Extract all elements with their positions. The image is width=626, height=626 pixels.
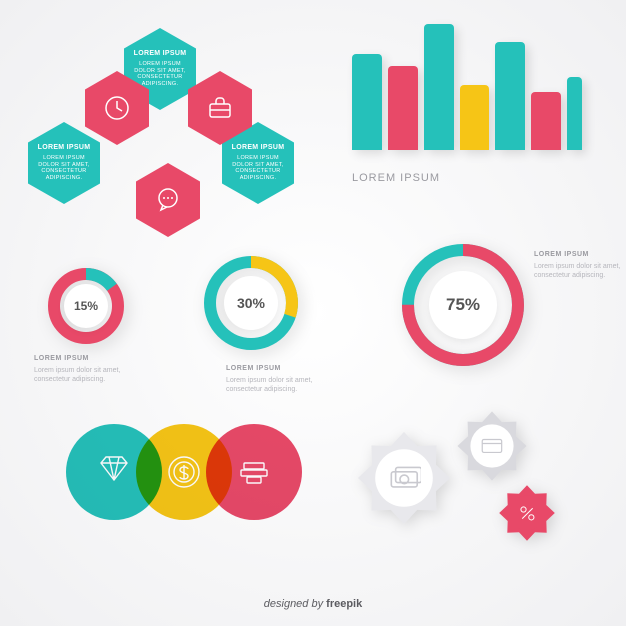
bar xyxy=(424,24,454,150)
progress-ring-30: 30% xyxy=(204,256,298,350)
bar xyxy=(531,92,561,151)
percent-gear xyxy=(498,484,556,542)
cash-gear xyxy=(356,430,452,526)
bar-chart-bars xyxy=(352,20,582,150)
hexagon-cluster: Lorem IpsumLorem ipsum dolor sit amet, c… xyxy=(36,28,296,248)
venn-circles xyxy=(66,424,326,534)
progress-ring-15: 15% xyxy=(48,268,124,344)
bar-chart: Lorem Ipsum xyxy=(352,24,582,194)
gear-cluster xyxy=(356,410,596,570)
bar-chart-label: Lorem Ipsum xyxy=(352,172,440,184)
bar xyxy=(567,77,582,150)
progress-rings: 15% Lorem IpsumLorem ipsum dolor sit amet… xyxy=(40,256,600,411)
credit-brand: freepik xyxy=(326,598,362,610)
ring-caption: Lorem IpsumLorem ipsum dolor sit amet, c… xyxy=(534,250,624,280)
credit-prefix: designed by xyxy=(264,598,326,610)
bar xyxy=(352,54,382,150)
ring-caption: Lorem IpsumLorem ipsum dolor sit amet, c… xyxy=(226,364,316,394)
credit-line: designed by freepik xyxy=(0,598,626,610)
bars3-icon xyxy=(206,424,302,520)
chat-icon xyxy=(136,163,200,237)
hex-text-panel: Lorem IpsumLorem ipsum dolor sit amet, c… xyxy=(28,122,100,204)
bar xyxy=(460,85,490,150)
progress-ring-75: 75% xyxy=(402,244,524,366)
bar xyxy=(495,42,525,150)
ring-caption: Lorem IpsumLorem ipsum dolor sit amet, c… xyxy=(34,354,124,384)
bar xyxy=(388,66,418,151)
card-gear xyxy=(456,410,528,482)
